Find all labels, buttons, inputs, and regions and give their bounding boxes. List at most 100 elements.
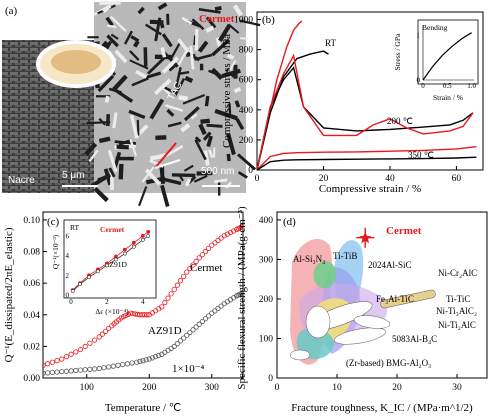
cermet-grain — [194, 136, 202, 143]
c-data-point — [43, 362, 46, 368]
panel-d-points — [356, 227, 375, 248]
cermet-micrograph — [84, 0, 261, 208]
cermet-grain — [98, 117, 106, 126]
c-data-point — [162, 299, 168, 306]
d-xtick-label: 0 — [275, 383, 280, 393]
ashby-regions — [289, 239, 436, 365]
cermet-grain — [144, 168, 162, 186]
cermet-grain — [193, 174, 208, 183]
cermet-grain — [206, 123, 223, 128]
c-data-point — [196, 321, 202, 327]
cermet-grain — [173, 77, 186, 97]
c-data-point — [137, 358, 143, 364]
cermet-grain — [106, 24, 117, 29]
c-data-point — [91, 366, 98, 372]
c-data-point — [199, 252, 205, 258]
cermet-grain — [102, 4, 112, 13]
c-data-point — [110, 363, 116, 369]
b-series-line — [257, 20, 303, 170]
c-data-point — [59, 369, 65, 375]
region-white-2 — [334, 327, 386, 345]
inset-c-ytick-label: 0 — [66, 292, 70, 300]
cermet-grain — [133, 40, 140, 48]
cermet-grain — [147, 56, 166, 75]
cermet-grain — [87, 36, 99, 39]
label-ni-ti3alc2: Ni-Ti₃AlC₂ — [436, 306, 477, 316]
c-data-point — [102, 328, 109, 334]
cermet-grain — [226, 133, 236, 156]
d-ytick-label: 100 — [259, 334, 274, 344]
cermet-grain — [202, 131, 212, 141]
c-data-point — [96, 365, 102, 372]
inset-c-point — [131, 240, 136, 245]
cermet-grain — [194, 139, 207, 161]
inset-b-title: Bending — [422, 23, 448, 32]
cermet-grain — [232, 4, 243, 17]
cermet-grain — [208, 69, 220, 77]
cermet-grain — [194, 28, 199, 51]
panel-d-ylabel: Specific flexural strength / (MPa(g·cm⁻³… — [236, 206, 248, 390]
cermet-grain — [155, 135, 167, 141]
region-white-4 — [353, 315, 391, 329]
inset-c-line — [72, 235, 149, 292]
c-data-point — [184, 332, 190, 338]
c-data-point — [174, 282, 180, 288]
cermet-grain — [98, 136, 111, 144]
cermet-grain — [161, 56, 180, 74]
inset-c-point — [146, 233, 151, 238]
panel-b-xlabel: Compressive strain / % — [319, 183, 421, 195]
c-data-point — [174, 341, 180, 347]
label-az91d: AZ91D — [148, 325, 182, 337]
cermet-grain — [221, 68, 241, 79]
panel-c-inset: RT Cermet AZ91D Q⁻¹(×10⁻³) Δε (×10⁻⁴) 0 2… — [51, 219, 157, 316]
c-xtick-label: 200 — [142, 383, 157, 393]
inset-c-point — [131, 244, 136, 249]
c-data-point — [193, 324, 199, 330]
c-ytick-label: 0.00 — [23, 374, 40, 384]
b-ytick-label: 200 — [239, 136, 254, 146]
b-ytick-label: 1000 — [234, 16, 253, 26]
cermet-grain — [190, 113, 198, 120]
c-ytick-label: 0.06 — [23, 279, 40, 289]
c-data-point — [59, 356, 65, 362]
b-series-line — [257, 53, 474, 170]
inset-c-xtick-label: 2 — [105, 298, 109, 306]
panel-b-frame — [256, 11, 484, 171]
d-ytick-label: 300 — [259, 255, 274, 265]
c-ytick-label: 0.02 — [23, 342, 40, 352]
cermet-grain — [153, 78, 172, 96]
cermet-grain — [189, 45, 195, 70]
label-350c: 350 ℃ — [408, 150, 434, 160]
c-data-point — [106, 325, 112, 332]
cermet-grain — [90, 172, 112, 188]
cermet-grain — [167, 121, 182, 128]
label-al-si3n4: Al-Si₃N₄ — [293, 254, 325, 264]
cermet-grain — [129, 50, 140, 61]
c-data-point — [132, 311, 138, 317]
c-xtick-label: 300 — [205, 383, 220, 393]
cermet-grain — [183, 164, 194, 172]
cermet-grain — [197, 40, 209, 53]
label-ni-cr2alc: Ni-Cr₂AlC — [438, 268, 477, 278]
c-data-point — [206, 313, 212, 319]
c-data-point — [240, 290, 243, 296]
cermet-grain — [135, 69, 148, 79]
inset-c-title: RT — [70, 223, 80, 232]
cermet-grain — [240, 37, 249, 40]
c-data-point — [68, 351, 74, 357]
cermet-grain — [166, 13, 170, 25]
c-data-point — [45, 370, 51, 376]
panel-b-inset: Bending Stress / GPa Strain / % 0 1 0 0.5 1.… — [393, 19, 479, 102]
cermet-grain — [211, 38, 231, 57]
panel-b-ticks: 0 200 400 600 800 1000 0 20 40 60 — [234, 16, 461, 184]
inset-c-point — [146, 230, 151, 234]
cermet-grain — [177, 47, 190, 66]
b-ytick-label: 800 — [239, 46, 254, 56]
panel-d-ticks: 0 100 200 300 400 0 10 20 30 — [259, 216, 462, 393]
c-data-point — [101, 365, 107, 371]
panel-a-label: (a) — [5, 5, 18, 17]
scale-right-label: 500 nm — [201, 166, 234, 177]
c-data-point — [144, 312, 150, 318]
panel-d-label: (d) — [283, 216, 296, 228]
